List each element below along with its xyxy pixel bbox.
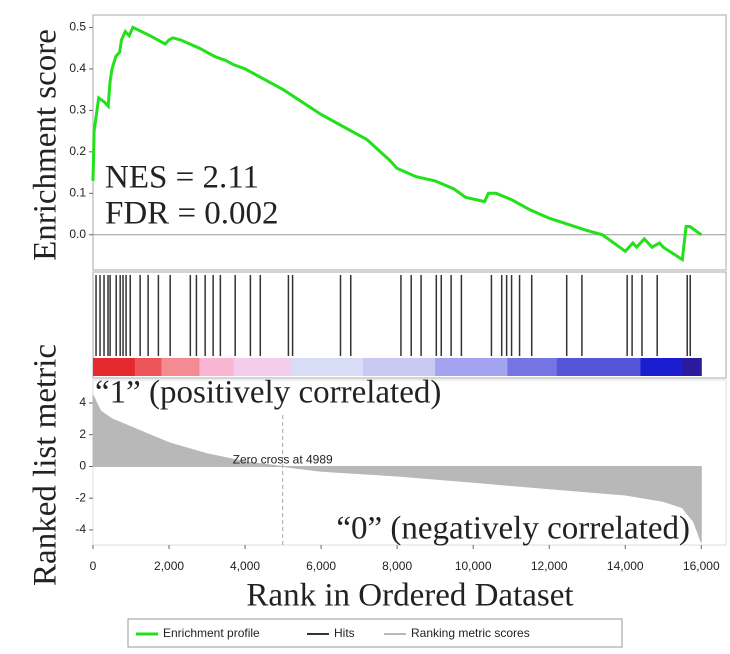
x-tick-label: 10,000	[455, 559, 492, 573]
y-tick-label: 0.1	[69, 185, 86, 199]
legend	[127, 618, 623, 648]
color-bar-segment	[199, 358, 235, 376]
legend-label: Enrichment profile	[163, 626, 260, 640]
color-bar-segment	[507, 358, 558, 376]
legend-label: Hits	[334, 626, 355, 640]
annotation: NES = 2.11	[105, 160, 259, 196]
color-bar-segment	[233, 358, 292, 376]
zero-cross-label: Zero cross at 4989	[233, 453, 333, 467]
legend-label: Ranking metric scores	[411, 626, 530, 640]
color-bar-segment	[161, 358, 200, 376]
color-bar-segment	[290, 358, 364, 376]
y-tick-label: 0.3	[69, 103, 86, 117]
annotation: “1” (positively correlated)	[95, 375, 441, 411]
enrichment-line	[91, 25, 703, 263]
y-tick-label: -2	[75, 490, 86, 504]
x-tick-label: 2,000	[154, 559, 184, 573]
y-tick-label: 0	[79, 459, 86, 473]
x-tick-label: 6,000	[306, 559, 336, 573]
x-tick-label: 8,000	[382, 559, 412, 573]
y-tick-label: 0.2	[69, 144, 86, 158]
color-bar-segment	[682, 358, 702, 376]
annotation: FDR = 0.002	[105, 196, 279, 232]
color-bar-segment	[362, 358, 436, 376]
x-tick-label: 14,000	[607, 559, 644, 573]
metric-area	[92, 394, 702, 543]
x-tick-label: 4,000	[230, 559, 260, 573]
x-tick-label: 16,000	[683, 559, 720, 573]
y-tick-label: -4	[75, 522, 86, 536]
y-tick-label: 0.5	[69, 20, 86, 34]
y-tick-label: 0.0	[69, 227, 86, 241]
x-tick-label: 12,000	[531, 559, 568, 573]
y-tick-label: 4	[79, 395, 86, 409]
y-tick-label: 0.4	[69, 61, 86, 75]
annotation: “0” (negatively correlated)	[336, 511, 690, 547]
color-bar-segment	[435, 358, 508, 376]
x-axis-label: Rank in Ordered Dataset	[246, 578, 573, 614]
color-bar-segment	[640, 358, 683, 376]
color-bar-segment	[93, 358, 136, 376]
y-axis-label: Enrichment score	[28, 29, 64, 261]
color-bar-segment	[556, 358, 641, 376]
y-tick-label: 2	[79, 427, 86, 441]
plot-frame	[92, 14, 727, 271]
y-axis-label: Ranked list metric	[28, 344, 64, 586]
color-bar-segment	[134, 358, 162, 376]
x-tick-label: 0	[90, 559, 97, 573]
